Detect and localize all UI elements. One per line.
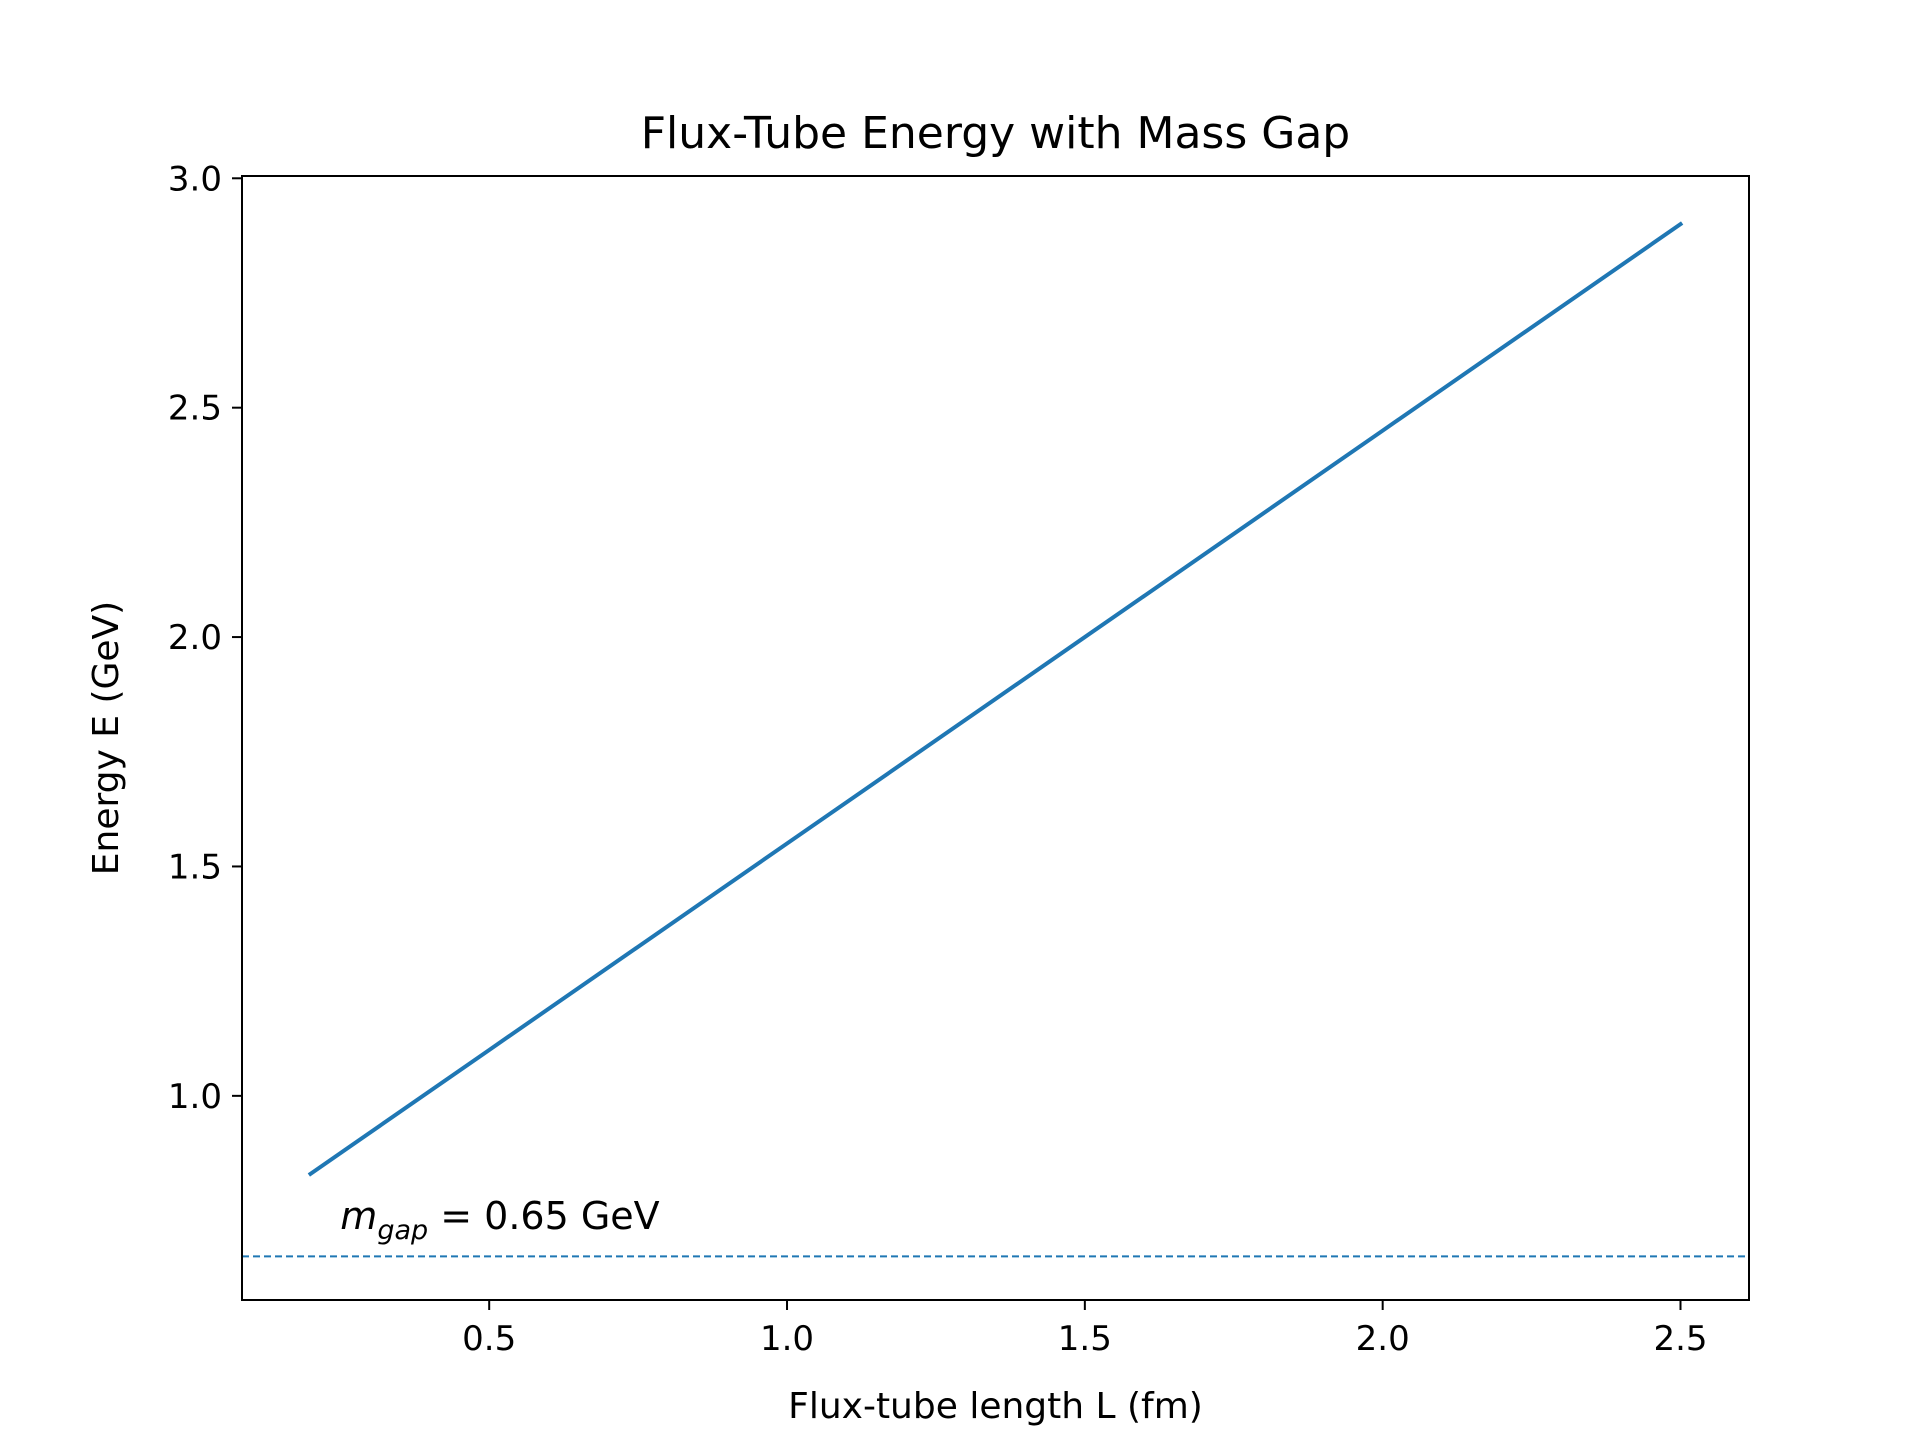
y-axis-ticks: 1.0 1.5 2.0 2.5 3.0	[168, 159, 242, 1117]
x-tick-label: 1.0	[760, 1319, 814, 1359]
x-axis-ticks: 0.5 1.0 1.5 2.0 2.5	[462, 1300, 1708, 1359]
x-tick-label: 0.5	[462, 1319, 516, 1359]
y-axis-label: Energy E (GeV)	[86, 601, 127, 875]
series-line-0	[307, 221, 1684, 1177]
x-tick-label: 1.5	[1058, 1319, 1112, 1359]
plot-frame	[241, 175, 1750, 1301]
x-axis-label: Flux-tube length L (fm)	[788, 1386, 1203, 1427]
x-tick-label: 2.0	[1356, 1319, 1410, 1359]
y-tick-label: 2.0	[168, 618, 222, 658]
y-tick-label: 1.0	[168, 1077, 222, 1117]
y-tick-label: 2.5	[168, 389, 222, 429]
annotation-subscript: gap	[377, 1215, 428, 1246]
x-tick-label: 2.5	[1653, 1319, 1707, 1359]
mass-gap-annotation: mgap = 0.65 GeV	[340, 1194, 659, 1246]
annotation-relation: =	[428, 1194, 484, 1238]
annotation-symbol: m	[340, 1194, 377, 1238]
y-tick-label: 3.0	[168, 159, 222, 199]
y-tick-label: 1.5	[168, 847, 222, 887]
annotation-value: 0.65 GeV	[484, 1194, 660, 1238]
plot-area	[242, 176, 1749, 1300]
chart-title: Flux-Tube Energy with Mass Gap	[641, 108, 1350, 159]
series-layer	[307, 221, 1684, 1177]
